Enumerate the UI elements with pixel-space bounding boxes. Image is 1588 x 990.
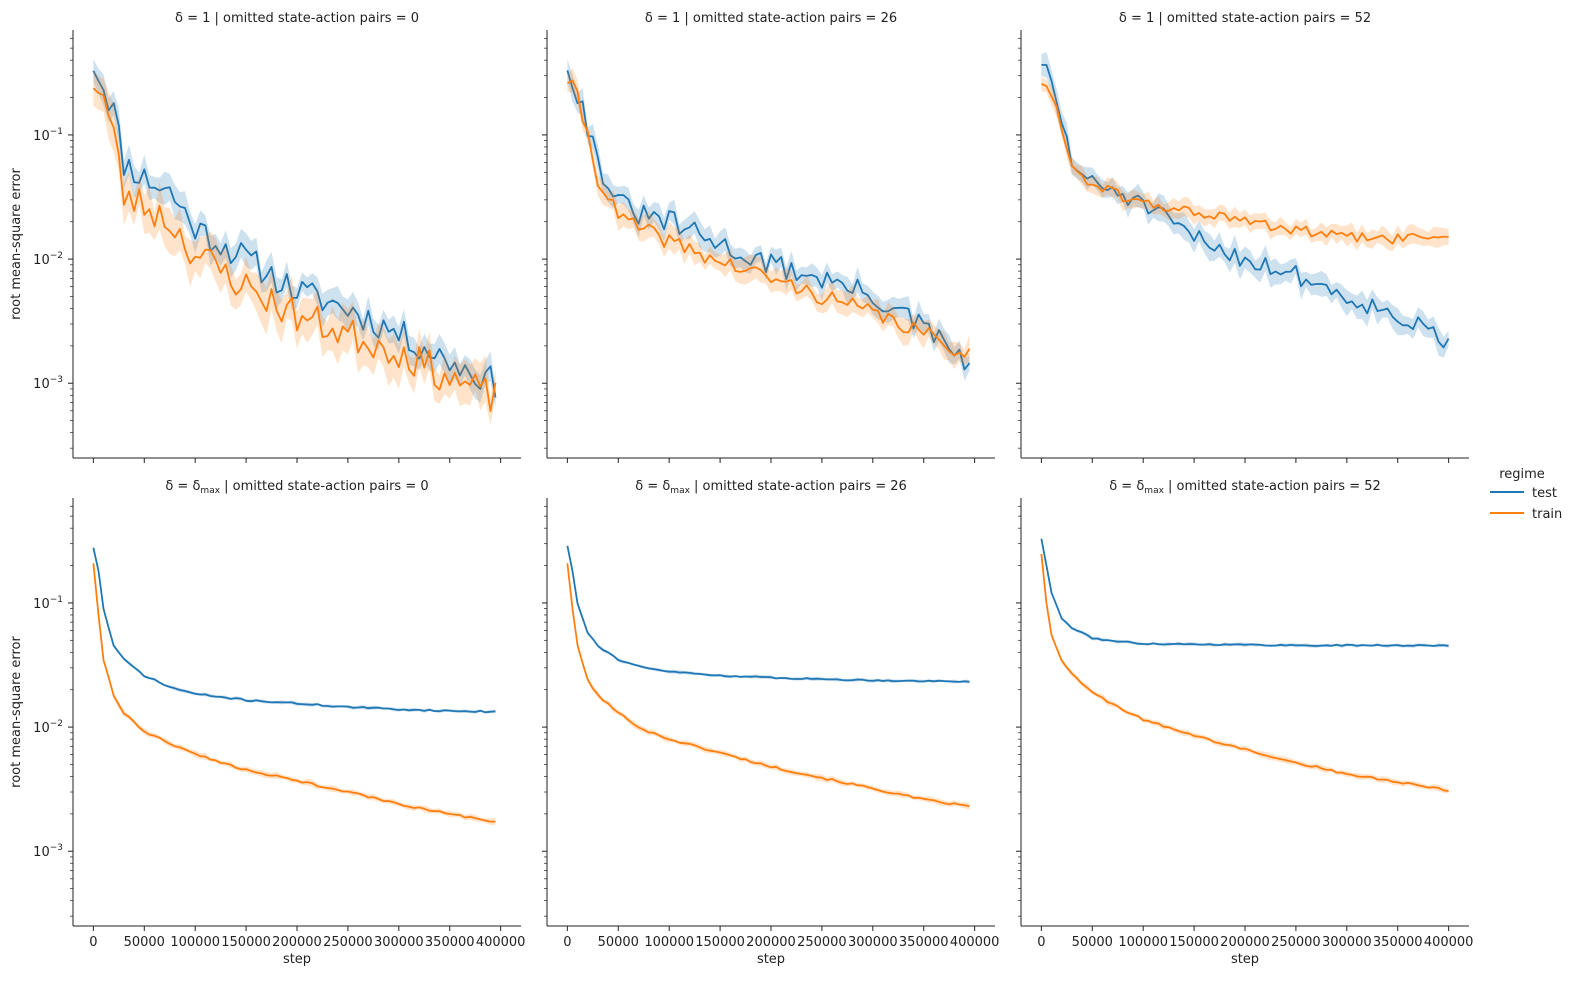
x-tick-label: 300000 <box>374 935 424 950</box>
x-tick-label: 300000 <box>1322 935 1372 950</box>
x-tick-label: 200000 <box>746 935 796 950</box>
y-tick-label: 10−2 <box>33 719 63 736</box>
x-tick-label: 300000 <box>848 935 898 950</box>
x-tick-label: 250000 <box>797 935 847 950</box>
x-tick-label: 50000 <box>598 935 639 950</box>
series-line-train <box>92 563 496 823</box>
panel-title-rest: | omitted state-action pairs = 52 <box>1164 479 1381 494</box>
ci-band-train <box>567 68 970 370</box>
series-line-train <box>1041 83 1449 245</box>
x-tick-label: 100000 <box>644 935 694 950</box>
panels: δ = 1 | omitted state-action pairs = 0 10… <box>9 11 1473 967</box>
panel-title-delta-subscript: max <box>1144 486 1164 496</box>
x-tick-label: 250000 <box>323 935 373 950</box>
panel-title-delta: δ = δ <box>635 479 670 494</box>
legend-label-train: train <box>1532 507 1562 522</box>
x-tick-label: 400000 <box>476 935 526 950</box>
ci-band-test <box>1041 537 1449 649</box>
panel-title: δ = 1 | omitted state-action pairs = 52 <box>1119 11 1371 26</box>
x-axis-label: step <box>283 952 311 967</box>
panel-title-delta: δ = 1 <box>1119 11 1154 26</box>
legend: regime test train <box>1490 467 1562 522</box>
x-tick-label: 200000 <box>272 935 322 950</box>
panel-title: δ = 1 | omitted state-action pairs = 0 <box>175 11 419 26</box>
panel-title-delta: δ = 1 <box>645 11 680 26</box>
x-tick-label: 0 <box>1037 935 1045 950</box>
x-tick-label: 350000 <box>1373 935 1423 950</box>
legend-title: regime <box>1499 467 1545 482</box>
x-tick-label: 100000 <box>170 935 220 950</box>
x-tick-label: 350000 <box>899 935 949 950</box>
y-tick-label: 10−2 <box>33 251 63 268</box>
panel-title-delta: δ = 1 <box>175 11 210 26</box>
series-line-train <box>1040 553 1449 792</box>
panel-title-rest: | omitted state-action pairs = 0 <box>210 11 419 26</box>
panel-title-delta: δ = δ <box>1109 479 1144 494</box>
panel-title-delta-subscript: max <box>200 486 220 496</box>
ci-band-test <box>1041 52 1449 358</box>
panel-6: δ = δmax | omitted state-action pairs = … <box>1016 479 1473 967</box>
ci-band-test <box>93 59 496 408</box>
series-line-test <box>566 545 970 683</box>
series-line-train <box>566 563 970 808</box>
x-tick-label: 150000 <box>1169 935 1219 950</box>
series-line-test <box>1041 64 1450 349</box>
panel-title: δ = δmax | omitted state-action pairs = … <box>165 479 428 496</box>
x-axis-label: step <box>1231 952 1259 967</box>
panel-title-rest: | omitted state-action pairs = 0 <box>220 479 429 494</box>
y-tick-label: 10−3 <box>33 843 63 860</box>
series-line-train <box>92 87 497 413</box>
x-tick-label: 400000 <box>1424 935 1474 950</box>
x-tick-label: 100000 <box>1118 935 1168 950</box>
panel-4: δ = δmax | omitted state-action pairs = … <box>9 479 525 967</box>
ci-band-train <box>1041 552 1449 794</box>
x-axis-label: step <box>757 952 785 967</box>
panel-title: δ = δmax | omitted state-action pairs = … <box>635 479 907 496</box>
x-tick-label: 150000 <box>695 935 745 950</box>
x-tick-label: 0 <box>563 935 571 950</box>
x-tick-label: 350000 <box>425 935 475 950</box>
ci-band-train <box>567 560 970 810</box>
x-tick-label: 50000 <box>1072 935 1113 950</box>
panel-title-delta: δ = δ <box>165 479 200 494</box>
panel-title-rest: | omitted state-action pairs = 52 <box>1154 11 1371 26</box>
series-line-test <box>92 547 496 714</box>
ci-band-train <box>1041 76 1449 252</box>
legend-label-test: test <box>1532 486 1557 501</box>
y-axis-label: root mean-square error <box>9 168 24 320</box>
panel-title-rest: | omitted state-action pairs = 26 <box>690 479 907 494</box>
panel-2: δ = 1 | omitted state-action pairs = 26 <box>542 11 995 463</box>
x-tick-label: 50000 <box>124 935 165 950</box>
y-tick-label: 10−3 <box>33 375 63 392</box>
panel-5: δ = δmax | omitted state-action pairs = … <box>542 479 999 967</box>
x-tick-label: 0 <box>89 935 97 950</box>
ci-band-train <box>93 560 496 825</box>
ci-band-test <box>567 59 970 381</box>
panel-title-delta-subscript: max <box>670 486 690 496</box>
y-tick-label: 10−1 <box>33 127 63 144</box>
panel-title: δ = 1 | omitted state-action pairs = 26 <box>645 11 897 26</box>
series-line-test <box>1040 538 1449 647</box>
panel-title: δ = δmax | omitted state-action pairs = … <box>1109 479 1381 496</box>
panel-1: δ = 1 | omitted state-action pairs = 0 10… <box>9 11 521 463</box>
x-tick-label: 200000 <box>1220 935 1270 950</box>
x-tick-label: 150000 <box>221 935 271 950</box>
panel-3: δ = 1 | omitted state-action pairs = 52 <box>1016 11 1469 463</box>
series-line-train <box>566 79 971 358</box>
ci-band-test <box>93 545 496 714</box>
y-tick-label: 10−1 <box>33 595 63 612</box>
ci-band-train <box>93 70 496 425</box>
panel-title-rest: | omitted state-action pairs = 26 <box>680 11 897 26</box>
y-axis-label: root mean-square error <box>9 636 24 788</box>
x-tick-label: 250000 <box>1271 935 1321 950</box>
x-tick-label: 400000 <box>950 935 1000 950</box>
series-line-test <box>566 70 971 371</box>
